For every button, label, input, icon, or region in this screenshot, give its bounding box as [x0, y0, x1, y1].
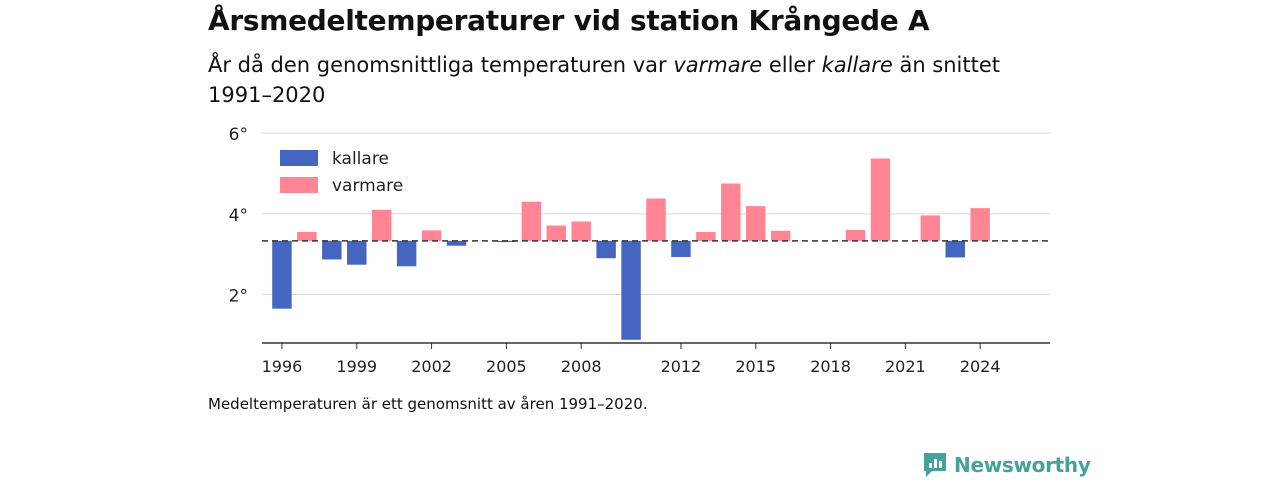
chart-subtitle: År då den genomsnittliga temperaturen va…: [208, 50, 1028, 110]
legend-label-varmare: varmare: [332, 176, 403, 196]
y-tick-label: 4°: [229, 206, 248, 226]
bar-warmer: [770, 230, 791, 241]
x-tick-label: 2024: [960, 357, 1001, 376]
x-tick-label: 2008: [561, 357, 602, 376]
bar-warmer: [970, 208, 990, 241]
bar-warmer: [371, 209, 392, 241]
bar-warmer: [696, 231, 716, 241]
x-tick-label: 1999: [336, 357, 377, 376]
y-tick-label: 6°: [229, 125, 248, 145]
chart-title: Årsmedeltemperaturer vid station Krånged…: [208, 4, 930, 37]
x-tick-label: 2002: [411, 357, 452, 376]
bar-colder: [272, 240, 292, 309]
bar-colder: [446, 240, 467, 246]
x-tick-label: 2005: [486, 357, 527, 376]
brand-name: Newsworthy: [954, 453, 1091, 477]
bar-warmer: [421, 230, 442, 241]
bar-colder: [396, 240, 417, 267]
bar-colder: [322, 240, 342, 260]
subtitle-warm-word: varmare: [673, 53, 763, 77]
bar-colder: [596, 240, 616, 259]
subtitle-text-2: eller: [762, 53, 822, 77]
x-tick-label: 2012: [661, 357, 702, 376]
x-axis: 1996 1999 2002 2005 2008 2012 2015 2018 2021 2024: [262, 342, 1050, 376]
newsworthy-icon: [924, 453, 946, 477]
bars: [262, 158, 1050, 340]
y-axis: 2° 4° 6°: [229, 125, 248, 306]
bar-warmer: [297, 231, 317, 241]
legend: kallare varmare: [280, 149, 403, 196]
bar-warmer: [870, 158, 891, 241]
bar-colder: [621, 240, 641, 340]
bar-colder: [945, 240, 965, 258]
bar-warmer: [646, 198, 666, 241]
bar-warmer: [920, 215, 941, 241]
legend-swatch-kallare: [280, 150, 318, 166]
subtitle-cold-word: kallare: [821, 53, 893, 77]
bar-warmer: [546, 225, 566, 241]
y-tick-label: 2°: [229, 287, 248, 307]
bar-warmer: [571, 221, 591, 241]
bar-colder: [347, 240, 367, 265]
footnote: Medeltemperaturen är ett genomsnitt av å…: [208, 395, 648, 413]
bar-warmer: [521, 201, 542, 241]
x-tick-label: 2021: [885, 357, 926, 376]
bar-warmer: [746, 206, 766, 241]
x-tick-label: 1996: [262, 357, 303, 376]
bar-warmer: [721, 183, 741, 241]
legend-label-kallare: kallare: [332, 149, 389, 169]
x-tick-label: 2015: [735, 357, 776, 376]
legend-swatch-varmare: [280, 177, 318, 193]
bar-warmer: [845, 229, 866, 241]
x-tick-label: 2018: [810, 357, 851, 376]
subtitle-text-3: än snittet 1991–2020: [208, 53, 1001, 107]
brand-logo[interactable]: Newsworthy: [922, 450, 1091, 480]
bar-colder: [671, 240, 691, 258]
subtitle-text-1: År då den genomsnittliga temperaturen va…: [208, 53, 674, 77]
